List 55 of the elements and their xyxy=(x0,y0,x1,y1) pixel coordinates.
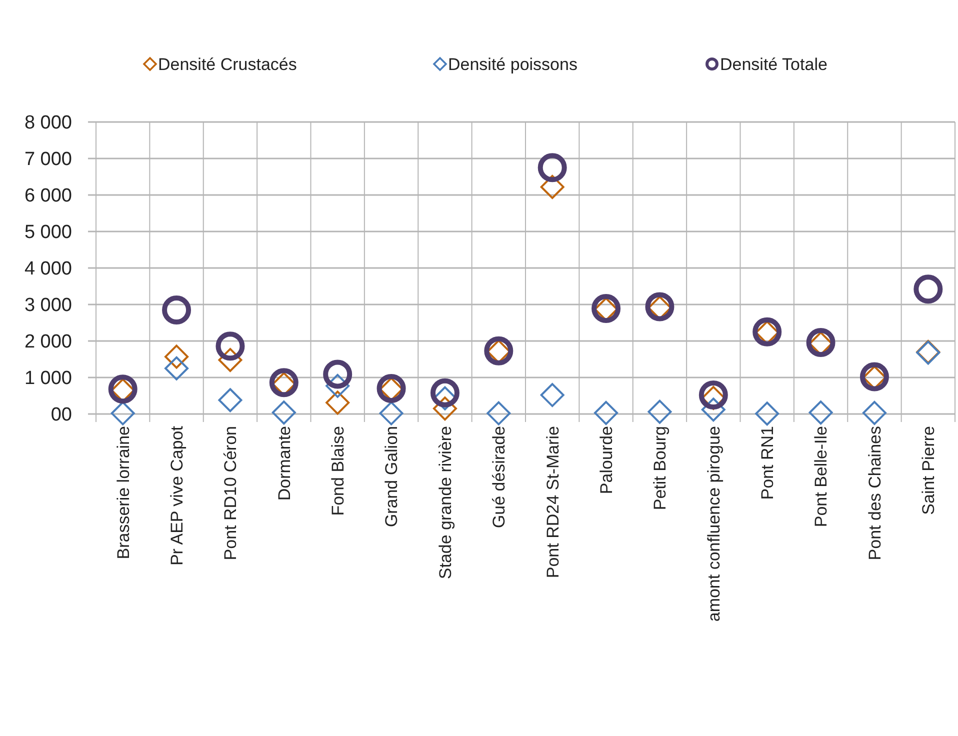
point xyxy=(862,400,886,425)
point xyxy=(648,400,672,424)
point xyxy=(806,328,836,357)
point xyxy=(430,378,460,408)
legend-label: Densité poissons xyxy=(448,54,578,74)
x-tick-label: Pont RD24 St-Marie xyxy=(543,426,562,578)
point xyxy=(486,401,511,426)
point xyxy=(540,383,564,408)
y-tick-label: 3 000 xyxy=(24,295,72,316)
x-tick-label: Gué désirade xyxy=(490,426,509,528)
x-tick-label: Pont RD10 Céron xyxy=(221,426,240,560)
y-tick-label: 4 000 xyxy=(24,258,72,280)
point xyxy=(162,295,192,324)
point xyxy=(701,398,726,422)
point xyxy=(698,380,728,410)
x-tick-label: Pont RN1 xyxy=(758,426,778,500)
point xyxy=(110,401,135,426)
x-tick-label: Pont Belle-Ile xyxy=(812,426,831,528)
y-tick-label: 2 000 xyxy=(24,332,72,353)
point xyxy=(379,401,404,426)
x-tick-label: Palourde xyxy=(596,426,616,494)
point xyxy=(272,400,296,425)
point xyxy=(164,344,189,369)
x-tick-label: Fond Blaise xyxy=(328,426,348,516)
point xyxy=(755,402,780,426)
point xyxy=(594,400,618,425)
x-tick-label: Pr AEP vive Capot xyxy=(167,426,186,566)
y-tick-label: 5 000 xyxy=(24,222,72,244)
y-tick-label: 8 000 xyxy=(24,112,72,134)
point xyxy=(914,274,943,304)
point xyxy=(218,388,242,412)
point xyxy=(269,368,298,398)
x-tick-label: Pont des Chaines xyxy=(865,426,884,560)
point xyxy=(323,360,352,389)
y-tick-label: 00 xyxy=(50,404,72,426)
legend-label: Densité Totale xyxy=(720,54,828,74)
x-tick-label: Brasserie lorraine xyxy=(114,426,133,560)
point xyxy=(432,396,457,421)
point xyxy=(808,400,833,425)
y-tick-label: 1 000 xyxy=(24,368,72,390)
x-tick-label: amont confluence pirogue xyxy=(704,426,724,622)
point xyxy=(326,390,350,415)
x-tick-label: Dormante xyxy=(274,426,294,501)
point xyxy=(540,174,564,199)
x-tick-label: Stade grande rivière xyxy=(436,426,455,580)
y-tick-label: 7 000 xyxy=(24,149,72,170)
x-tick-label: Saint Pierre xyxy=(919,426,938,515)
point xyxy=(538,153,567,182)
point xyxy=(216,332,245,361)
point xyxy=(218,348,242,372)
x-tick-label: Grand Galion xyxy=(382,426,402,528)
legend-label: Densité Crustacés xyxy=(158,54,297,74)
x-tick-label: Petit Bourg xyxy=(650,426,670,510)
point xyxy=(164,356,189,380)
y-tick-label: 6 000 xyxy=(24,186,72,207)
